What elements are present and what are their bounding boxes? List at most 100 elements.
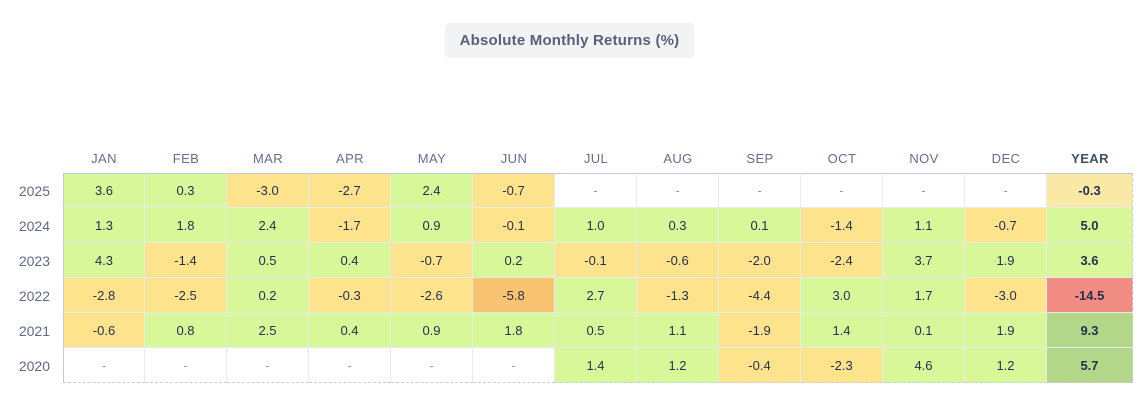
column-header-mar: MAR	[252, 150, 284, 166]
cell-2021-nov: 0.1	[883, 313, 965, 348]
chart-title: Absolute Monthly Returns (%)	[444, 23, 695, 58]
cell-2022-aug: -1.3	[637, 278, 719, 313]
year-label-2020: 2020	[18, 357, 50, 374]
cell-2021-feb: 0.8	[145, 313, 227, 348]
monthly-returns-panel: Absolute Monthly Returns (%) JAN FEB MAR AP…	[0, 23, 1139, 383]
cell-2024-jan: 1.3	[63, 208, 145, 243]
cell-2020-nov: 4.6	[883, 348, 965, 383]
cell-2021-aug: 1.1	[637, 313, 719, 348]
cell-2021-apr: 0.4	[309, 313, 391, 348]
column-header-nov: NOV	[909, 150, 939, 166]
cell-2022-oct: 3.0	[801, 278, 883, 313]
cell-2022-nov: 1.7	[883, 278, 965, 313]
cell-2023-apr: 0.4	[309, 243, 391, 278]
column-header-apr: APR	[336, 150, 364, 166]
cell-2022-mar: 0.2	[227, 278, 309, 313]
column-header-dec: DEC	[991, 150, 1021, 166]
cell-2023-jun: 0.2	[473, 243, 555, 278]
cell-2025-nov: -	[883, 173, 965, 208]
column-header-sep: SEP	[746, 150, 774, 166]
cell-2025-year: -0.3	[1047, 173, 1133, 208]
cell-2025-jun: -0.7	[473, 173, 555, 208]
cell-2025-mar: -3.0	[227, 173, 309, 208]
year-label-2025: 2025	[18, 182, 50, 199]
cell-2020-oct: -2.3	[801, 348, 883, 383]
cell-2021-oct: 1.4	[801, 313, 883, 348]
year-label-2022: 2022	[18, 287, 50, 304]
cell-2020-sep: -0.4	[719, 348, 801, 383]
column-header-oct: OCT	[827, 150, 857, 166]
cell-2023-year: 3.6	[1047, 243, 1133, 278]
cell-2020-jul: 1.4	[555, 348, 637, 383]
corner-spacer	[14, 143, 63, 173]
cell-2024-may: 0.9	[391, 208, 473, 243]
cell-2024-mar: 2.4	[227, 208, 309, 243]
cell-2023-feb: -1.4	[145, 243, 227, 278]
cell-2022-dec: -3.0	[965, 278, 1047, 313]
cell-2023-may: -0.7	[391, 243, 473, 278]
cell-2020-mar: -	[227, 348, 309, 383]
cell-2021-may: 0.9	[391, 313, 473, 348]
cell-2025-aug: -	[637, 173, 719, 208]
cell-2025-apr: -2.7	[309, 173, 391, 208]
column-header-feb: FEB	[172, 150, 200, 166]
cell-2020-dec: 1.2	[965, 348, 1047, 383]
cell-2024-nov: 1.1	[883, 208, 965, 243]
cell-2023-mar: 0.5	[227, 243, 309, 278]
cell-2022-jan: -2.8	[63, 278, 145, 313]
cell-2025-feb: 0.3	[145, 173, 227, 208]
year-label-2024: 2024	[18, 217, 50, 234]
column-header-year: YEAR	[1071, 150, 1109, 166]
cell-2025-jan: 3.6	[63, 173, 145, 208]
cell-2021-year: 9.3	[1047, 313, 1133, 348]
cell-2025-oct: -	[801, 173, 883, 208]
cell-2024-jul: 1.0	[555, 208, 637, 243]
year-label-2023: 2023	[18, 252, 50, 269]
cell-2024-sep: 0.1	[719, 208, 801, 243]
cell-2020-jun: -	[473, 348, 555, 383]
cell-2021-jan: -0.6	[63, 313, 145, 348]
cell-2022-jul: 2.7	[555, 278, 637, 313]
cell-2022-sep: -4.4	[719, 278, 801, 313]
cell-2022-jun: -5.8	[473, 278, 555, 313]
cell-2024-feb: 1.8	[145, 208, 227, 243]
cell-2020-jan: -	[63, 348, 145, 383]
cell-2023-jan: 4.3	[63, 243, 145, 278]
cell-2025-jul: -	[555, 173, 637, 208]
cell-2023-oct: -2.4	[801, 243, 883, 278]
cell-2020-aug: 1.2	[637, 348, 719, 383]
cell-2023-sep: -2.0	[719, 243, 801, 278]
cell-2020-apr: -	[309, 348, 391, 383]
cell-2024-year: 5.0	[1047, 208, 1133, 243]
cell-2021-jul: 0.5	[555, 313, 637, 348]
cell-2023-jul: -0.1	[555, 243, 637, 278]
cell-2023-dec: 1.9	[965, 243, 1047, 278]
cell-2025-may: 2.4	[391, 173, 473, 208]
cell-2024-dec: -0.7	[965, 208, 1047, 243]
cell-2024-jun: -0.1	[473, 208, 555, 243]
cell-2025-dec: -	[965, 173, 1047, 208]
cell-2022-may: -2.6	[391, 278, 473, 313]
cell-2021-sep: -1.9	[719, 313, 801, 348]
column-header-may: MAY	[417, 150, 447, 166]
year-label-2021: 2021	[18, 322, 50, 339]
cell-2023-nov: 3.7	[883, 243, 965, 278]
cell-2020-may: -	[391, 348, 473, 383]
cell-2022-feb: -2.5	[145, 278, 227, 313]
cell-2021-dec: 1.9	[965, 313, 1047, 348]
cell-2024-apr: -1.7	[309, 208, 391, 243]
cell-2021-jun: 1.8	[473, 313, 555, 348]
returns-heatmap-table: JAN FEB MAR APR MAY JUN JUL AUG SEP OCT NOV DEC YEAR…	[14, 143, 1133, 383]
column-header-aug: AUG	[663, 150, 693, 166]
cell-2023-aug: -0.6	[637, 243, 719, 278]
cell-2022-apr: -0.3	[309, 278, 391, 313]
cell-2025-sep: -	[719, 173, 801, 208]
cell-2024-oct: -1.4	[801, 208, 883, 243]
column-header-jan: JAN	[91, 150, 117, 166]
cell-2020-year: 5.7	[1047, 348, 1133, 383]
cell-2024-aug: 0.3	[637, 208, 719, 243]
cell-2022-year: -14.5	[1047, 278, 1133, 313]
cell-2021-mar: 2.5	[227, 313, 309, 348]
column-header-jun: JUN	[500, 150, 528, 166]
cell-2020-feb: -	[145, 348, 227, 383]
